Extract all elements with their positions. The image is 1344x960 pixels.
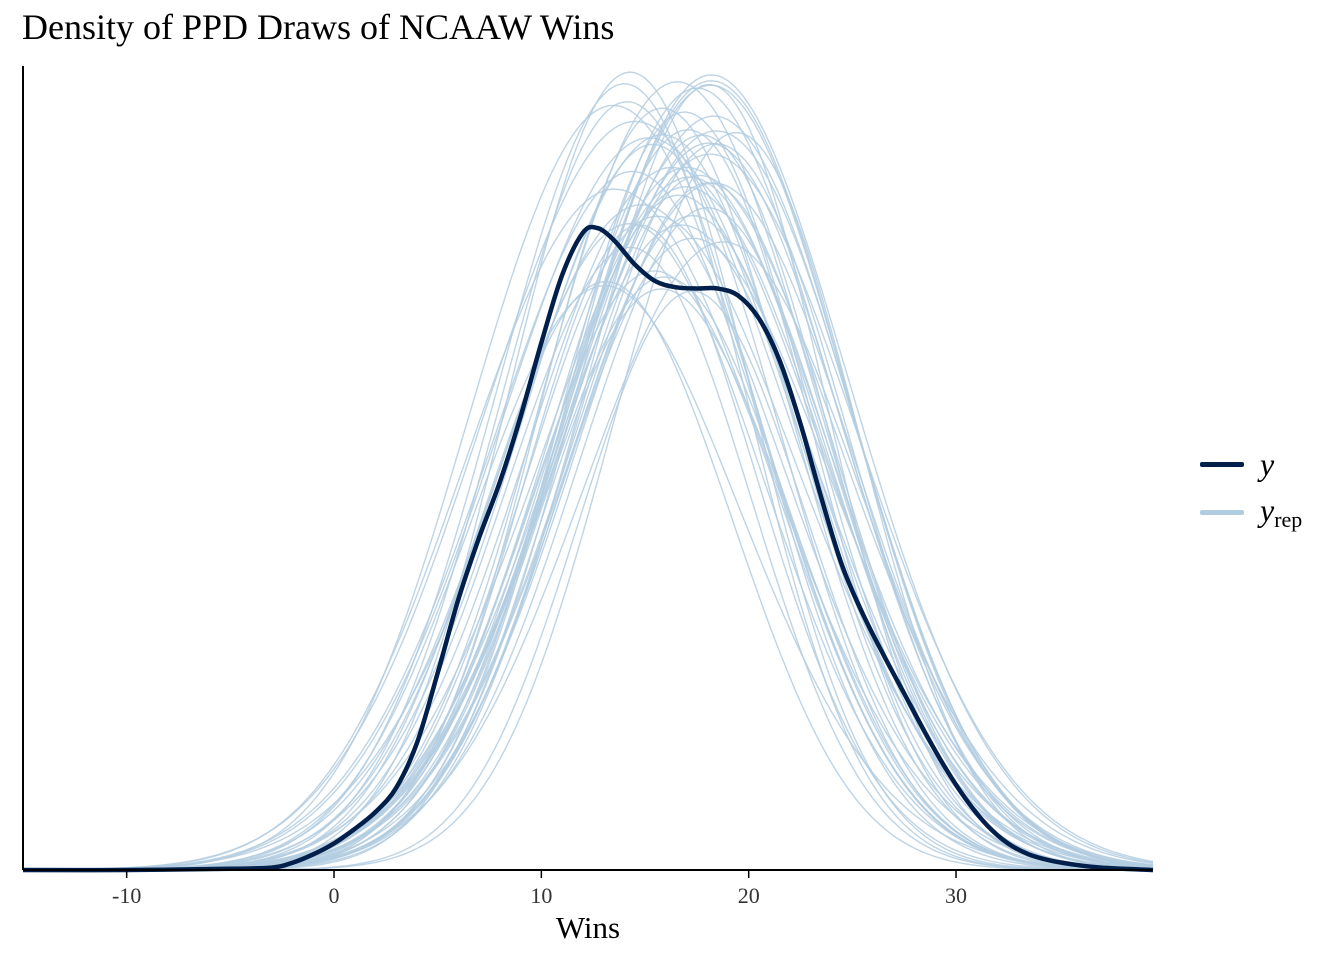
yrep-series-group — [23, 71, 1154, 871]
yrep-density-line — [23, 101, 1153, 871]
yrep-density-line — [23, 82, 1153, 871]
x-tick-label: -10 — [112, 883, 141, 908]
chart-title: Density of PPD Draws of NCAAW Wins — [22, 7, 615, 47]
x-ticks-group: -10 0 10 20 30 — [112, 870, 967, 908]
yrep-density-line — [23, 134, 1154, 871]
yrep-density-line — [23, 134, 1154, 871]
x-axis-label: Wins — [556, 910, 620, 945]
x-tick-label: 30 — [945, 883, 967, 908]
x-tick-label: 10 — [530, 883, 552, 908]
legend: y yrep — [1200, 440, 1302, 536]
x-tick-label: 20 — [738, 883, 760, 908]
legend-item-yrep: yrep — [1200, 488, 1302, 536]
yrep-density-line — [23, 130, 1154, 871]
yrep-density-line — [23, 129, 1153, 871]
yrep-density-line — [23, 104, 1154, 871]
legend-label-yrep-subscript: rep — [1274, 506, 1303, 532]
yrep-density-line — [23, 284, 1153, 871]
yrep-density-line — [23, 107, 1154, 871]
yrep-density-line — [23, 71, 1153, 871]
yrep-density-line — [23, 188, 1154, 871]
y-density-line — [22, 224, 1154, 873]
legend-item-y: y — [1200, 440, 1302, 488]
yrep-density-line — [23, 153, 1154, 871]
yrep-density-line — [23, 185, 1154, 871]
legend-swatch-yrep — [1200, 509, 1244, 515]
legend-swatch-y — [1200, 461, 1244, 467]
yrep-density-line — [23, 131, 1154, 871]
legend-label-y: y — [1260, 445, 1275, 482]
yrep-density-line — [23, 74, 1154, 871]
x-tick-label: 0 — [329, 883, 340, 908]
legend-label-yrep: yrep — [1260, 491, 1303, 532]
